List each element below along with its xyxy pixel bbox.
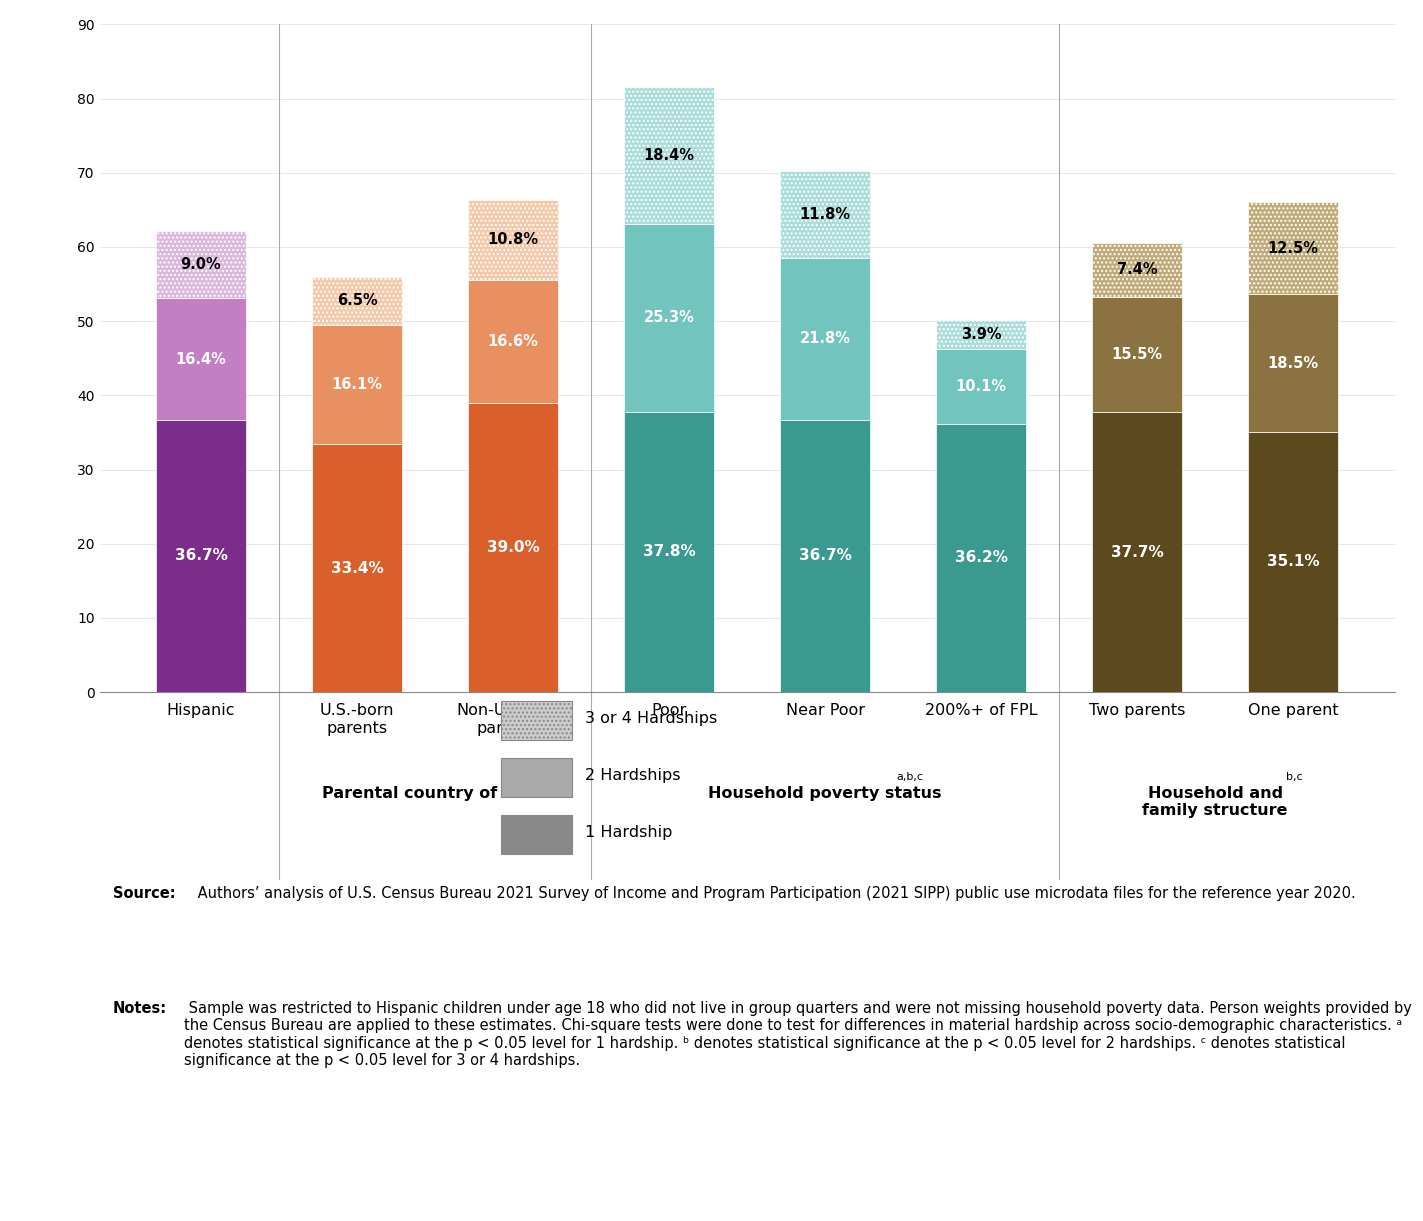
Text: 36.7%: 36.7% [175,548,228,563]
Text: 1 Hardship: 1 Hardship [585,825,673,840]
Text: 33.4%: 33.4% [330,560,383,576]
Text: 21.8%: 21.8% [800,331,851,347]
Bar [780,258,871,420]
Bar [155,298,246,420]
Bar [623,88,714,223]
Text: a,b,c: a,b,c [896,772,924,783]
Bar [936,349,1026,424]
Text: 11.8%: 11.8% [800,206,851,222]
FancyBboxPatch shape [501,758,572,797]
Bar [468,199,558,280]
Bar [155,232,246,298]
Bar [1091,413,1183,692]
Text: 18.4%: 18.4% [643,148,694,164]
Text: 16.6%: 16.6% [488,333,538,349]
Text: 10.1%: 10.1% [955,379,1006,393]
Bar [936,424,1026,692]
FancyBboxPatch shape [501,814,572,855]
Text: 39.0%: 39.0% [487,540,539,554]
Bar [1091,243,1183,298]
Text: 35.1%: 35.1% [1266,554,1319,569]
Bar [623,411,714,692]
Text: b,c: b,c [1286,772,1303,783]
Bar [623,223,714,411]
Text: 12.5%: 12.5% [1268,241,1319,255]
Text: Parental country of birth: Parental country of birth [323,785,548,801]
Text: 2 Hardships: 2 Hardships [585,768,680,784]
Text: 25.3%: 25.3% [643,310,694,325]
Bar [312,325,403,444]
Bar [936,320,1026,349]
Bar [1248,432,1339,692]
Bar [780,171,871,258]
Text: Household and
family structure: Household and family structure [1143,785,1288,818]
Bar [468,403,558,692]
Text: 37.8%: 37.8% [643,545,696,559]
Bar [312,444,403,692]
Bar [155,420,246,692]
Text: 16.1%: 16.1% [332,377,383,392]
Text: 37.7%: 37.7% [1111,545,1164,559]
Text: a,b,c: a,b,c [507,772,534,783]
Text: Notes:: Notes: [112,1001,166,1016]
Text: Household poverty status: Household poverty status [709,785,942,801]
Text: 16.4%: 16.4% [175,352,226,366]
Text: Authors’ analysis of U.S. Census Bureau 2021 Survey of Income and Program Partic: Authors’ analysis of U.S. Census Bureau … [194,886,1356,901]
Text: Source:: Source: [112,886,175,901]
Text: 9.0%: 9.0% [181,258,222,272]
Text: 3.9%: 3.9% [961,327,1002,342]
FancyBboxPatch shape [501,701,572,740]
Bar [468,280,558,403]
Bar [1248,201,1339,294]
Bar [1248,294,1339,432]
Text: 6.5%: 6.5% [337,293,377,308]
Text: 15.5%: 15.5% [1111,348,1163,363]
Text: Sample was restricted to Hispanic children under age 18 who did not live in grou: Sample was restricted to Hispanic childr… [184,1001,1412,1068]
Text: 10.8%: 10.8% [488,232,539,247]
Bar [312,277,403,325]
Text: 18.5%: 18.5% [1268,355,1319,371]
Bar [780,420,871,692]
Text: 7.4%: 7.4% [1117,263,1157,277]
Bar [1091,298,1183,413]
Text: 3 or 4 Hardships: 3 or 4 Hardships [585,712,717,726]
Text: 36.2%: 36.2% [955,551,1007,565]
Text: 36.7%: 36.7% [798,548,851,563]
